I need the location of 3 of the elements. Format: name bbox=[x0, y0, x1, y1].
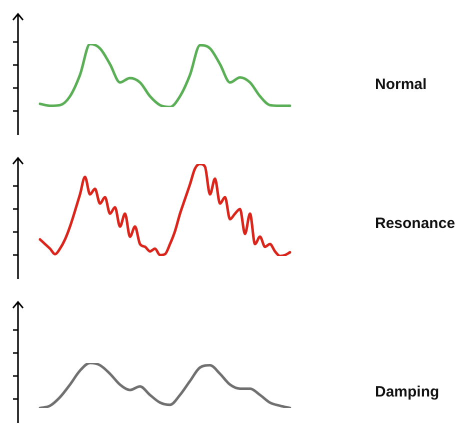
text: Resonance bbox=[375, 214, 456, 232]
text: Damping bbox=[375, 383, 440, 400]
text: Normal bbox=[375, 76, 427, 94]
